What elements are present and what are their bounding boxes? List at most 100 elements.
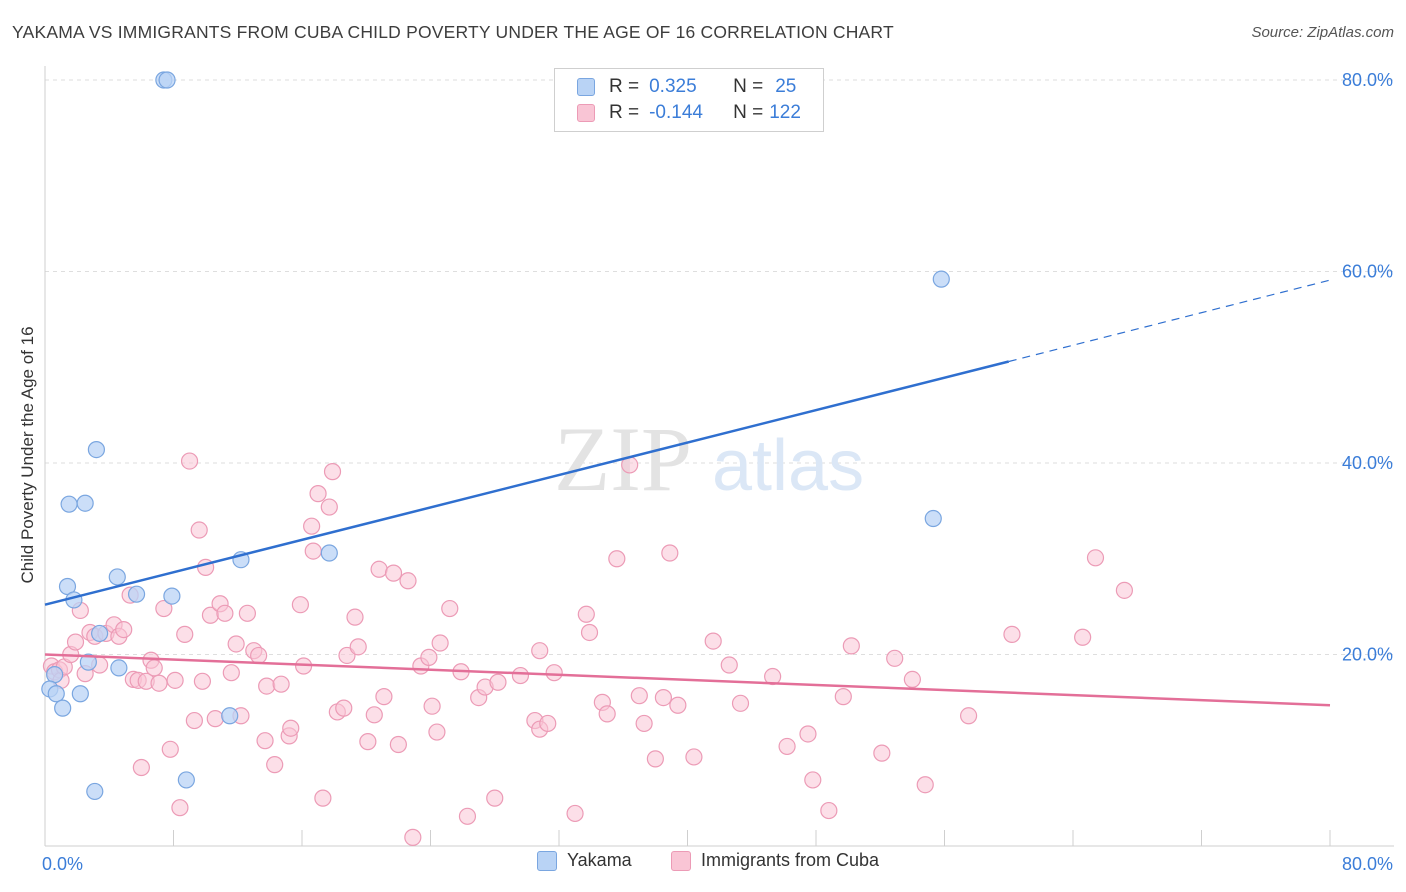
cuba-point	[282, 719, 300, 737]
yakama-point	[108, 568, 126, 586]
cuba-point	[489, 673, 507, 691]
yakama-point	[91, 624, 109, 643]
cuba-point	[206, 710, 224, 728]
yakama-point	[163, 587, 181, 605]
cuba-point	[661, 544, 679, 562]
legend-item-cuba: Immigrants from Cuba	[671, 850, 879, 871]
yakama-legend-label: Yakama	[567, 850, 632, 870]
cuba-point	[320, 498, 338, 516]
cuba-point	[669, 696, 687, 714]
cuba-point	[720, 656, 738, 674]
cuba-point	[185, 711, 203, 730]
cuba-point	[404, 828, 422, 846]
n-value: 25	[775, 76, 797, 97]
cuba-point	[834, 688, 852, 706]
cuba-point	[685, 748, 703, 766]
yakama-point	[924, 509, 942, 528]
cuba-swatch	[577, 104, 595, 122]
yakama-point	[177, 771, 195, 789]
yakama-points	[41, 71, 950, 801]
cuba-point	[873, 744, 891, 762]
yakama-point	[76, 494, 94, 512]
y-tick-label: 80.0%	[1342, 70, 1393, 90]
axes	[44, 66, 1394, 847]
cuba-points	[42, 452, 1134, 846]
cuba-point	[375, 688, 393, 706]
y-axis-label: Child Poverty Under the Age of 16	[18, 326, 37, 583]
cuba-point	[349, 638, 367, 656]
cuba-legend-label: Immigrants from Cuba	[701, 850, 880, 870]
cuba-point	[256, 732, 274, 750]
cuba-point	[654, 688, 673, 707]
yakama-point	[46, 666, 64, 684]
cuba-point	[598, 705, 616, 723]
y-tick-label: 40.0%	[1342, 453, 1393, 473]
cuba-point	[842, 637, 860, 655]
cuba-point	[166, 671, 184, 689]
watermark-atlas: atlas	[712, 426, 864, 506]
cuba-point	[171, 799, 189, 817]
yakama-point	[158, 71, 176, 89]
cuba-point	[359, 733, 377, 751]
cuba-point	[309, 485, 327, 503]
cuba-point	[266, 756, 284, 774]
yakama-point	[87, 440, 106, 459]
cuba-point	[180, 452, 199, 470]
cuba-point	[258, 677, 276, 695]
cuba-point	[150, 674, 168, 692]
cuba-point	[399, 572, 417, 590]
cuba-point	[778, 737, 796, 756]
yakama-trend-extension	[1008, 279, 1331, 363]
cuba-point	[291, 596, 309, 614]
cuba-point	[539, 714, 557, 733]
yakama-legend-swatch	[537, 850, 557, 871]
cuba-point	[323, 463, 342, 481]
yakama-point	[54, 699, 72, 717]
yakama-point	[86, 782, 104, 801]
cuba-point	[1086, 549, 1105, 567]
cuba-point	[731, 694, 750, 712]
cuba-point	[238, 604, 256, 622]
cuba-point	[916, 776, 934, 794]
cuba-point	[420, 648, 438, 666]
cuba-point	[804, 771, 822, 789]
cuba-point	[303, 517, 321, 535]
r-value: 0.325	[649, 76, 697, 97]
cuba-point	[370, 560, 388, 578]
y-tick-label: 20.0%	[1342, 645, 1393, 665]
cuba-point	[161, 740, 179, 758]
cuba-point	[145, 659, 163, 677]
yakama-point	[932, 270, 950, 288]
cuba-point	[486, 789, 504, 807]
cuba-point	[764, 667, 782, 686]
cuba-point	[608, 550, 626, 568]
cuba-point	[646, 750, 664, 768]
r-label: R =	[609, 102, 640, 123]
trend-lines	[44, 279, 1331, 707]
cuba-point	[272, 675, 290, 693]
cuba-point	[190, 521, 208, 539]
cuba-point	[531, 642, 549, 660]
cuba-point	[903, 670, 921, 688]
cuba-point	[545, 664, 563, 682]
cuba-point	[1074, 628, 1092, 646]
cuba-point	[566, 804, 584, 823]
n-label: N =	[733, 76, 764, 97]
yakama-point	[60, 495, 78, 513]
cuba-point	[193, 672, 212, 690]
cuba-point	[428, 723, 446, 741]
legend-row-cuba: R = -0.144 N = 122	[577, 100, 801, 126]
source-label: Source: ZipAtlas.com	[1251, 24, 1394, 41]
cuba-point	[346, 608, 364, 626]
cuba-point	[630, 687, 648, 705]
chart-title: YAKAMA VS IMMIGRANTS FROM CUBA CHILD POV…	[12, 22, 894, 42]
cuba-point	[304, 542, 322, 560]
yakama-point	[79, 653, 97, 671]
cuba-point	[222, 664, 240, 682]
cuba-point	[577, 605, 595, 623]
cuba-point	[115, 621, 133, 639]
cuba-point	[704, 632, 722, 650]
cuba-point	[458, 807, 477, 825]
cuba-point	[155, 599, 173, 618]
